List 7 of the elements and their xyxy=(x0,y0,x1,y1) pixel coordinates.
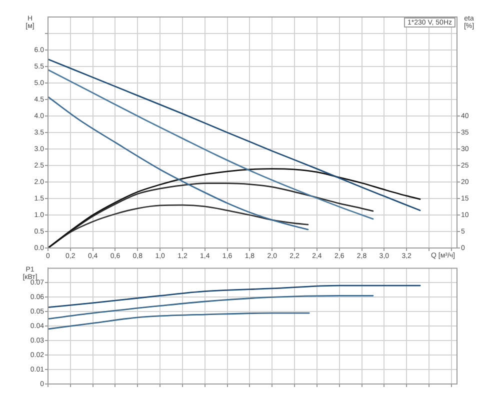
line-series xyxy=(48,295,374,320)
line-series xyxy=(48,168,421,248)
line-series xyxy=(48,96,309,230)
line-series xyxy=(48,58,421,212)
line-series xyxy=(48,312,310,330)
line-series xyxy=(48,284,421,308)
line-series xyxy=(48,69,374,220)
